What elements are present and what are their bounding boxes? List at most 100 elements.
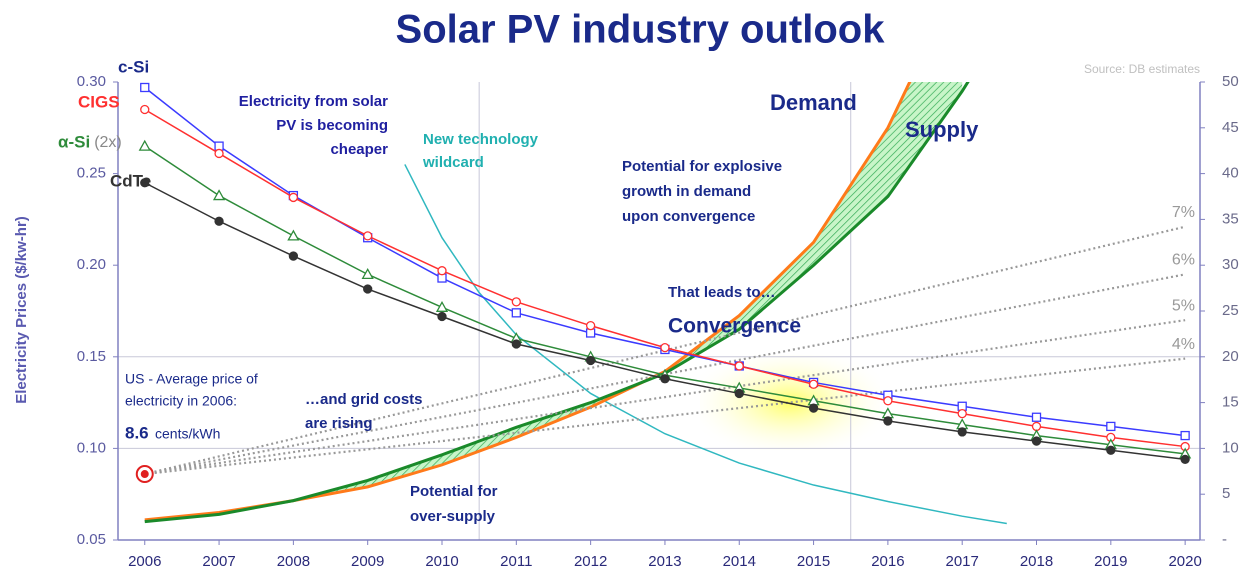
y2-tick-label: 15 bbox=[1222, 394, 1239, 411]
marker bbox=[585, 355, 596, 366]
y-tick-label: 0.15 bbox=[77, 348, 106, 365]
y-tick-label: 0.05 bbox=[77, 531, 106, 548]
marker bbox=[288, 251, 299, 261]
marker bbox=[808, 379, 819, 389]
grid-cost-line bbox=[144, 225, 1186, 476]
annotation: 8.6 bbox=[125, 423, 149, 442]
y-tick-label: 0.30 bbox=[77, 73, 106, 90]
x-tick-label: 2010 bbox=[425, 553, 458, 570]
x-tick-label: 2015 bbox=[797, 553, 830, 570]
chart-title: Solar PV industry outlook bbox=[396, 8, 886, 52]
marker bbox=[1031, 412, 1042, 422]
annotation: are rising bbox=[305, 415, 373, 432]
legend-label: CdTe bbox=[110, 171, 151, 190]
x-tick-label: 2012 bbox=[574, 553, 607, 570]
y-axis-label: Electricity Prices ($/kw-hr) bbox=[13, 216, 30, 404]
marker bbox=[361, 268, 374, 280]
y2-tick-label: 10 bbox=[1222, 439, 1239, 456]
wildcard-curve bbox=[404, 164, 1007, 525]
marker bbox=[138, 139, 151, 151]
marker bbox=[511, 339, 521, 349]
x-tick-label: 2008 bbox=[277, 553, 310, 570]
plot-clip bbox=[144, 82, 1007, 525]
y2-tick-label: 30 bbox=[1222, 256, 1239, 273]
legend-label: Supply bbox=[905, 117, 979, 142]
annotation: That leads to… bbox=[668, 284, 776, 301]
annotation: …and grid costs bbox=[305, 391, 423, 408]
marker bbox=[1031, 436, 1042, 446]
x-tick-label: 2016 bbox=[871, 553, 904, 570]
legend-label: CIGS bbox=[78, 92, 120, 111]
marker bbox=[660, 342, 670, 353]
marker bbox=[437, 266, 447, 276]
legend-note: (2x) bbox=[94, 134, 122, 151]
y-tick-label: 0.25 bbox=[77, 165, 106, 182]
legend-label: Demand bbox=[770, 90, 857, 115]
marker bbox=[883, 396, 893, 406]
x-tick-label: 2017 bbox=[946, 553, 979, 570]
grid-cost-label: 5% bbox=[1172, 297, 1195, 314]
marker bbox=[660, 374, 670, 384]
marker bbox=[140, 178, 150, 188]
x-tick-label: 2011 bbox=[500, 553, 532, 570]
annotation: wildcard bbox=[422, 154, 484, 171]
x-tick-label: 2013 bbox=[648, 553, 681, 570]
annotation: US - Average price of bbox=[125, 371, 258, 387]
x-tick-label: 2009 bbox=[351, 553, 384, 570]
y2-tick-label: - bbox=[1222, 531, 1227, 548]
marker bbox=[212, 189, 226, 201]
x-tick-label: 2007 bbox=[202, 553, 235, 570]
y2-tick-label: 50 bbox=[1222, 73, 1239, 90]
y2-tick-label: 25 bbox=[1222, 302, 1239, 319]
marker bbox=[883, 416, 893, 426]
annotation: growth in demand bbox=[622, 183, 751, 200]
annotation: cheaper bbox=[330, 141, 388, 158]
grid-cost-label: 6% bbox=[1172, 252, 1195, 269]
marker bbox=[435, 300, 449, 312]
y2-tick-label: 40 bbox=[1222, 165, 1239, 182]
marker bbox=[808, 403, 819, 413]
marker bbox=[1106, 421, 1116, 432]
annotation: Convergence bbox=[668, 315, 801, 338]
x-tick-label: 2019 bbox=[1094, 553, 1127, 570]
marker bbox=[1180, 430, 1190, 441]
marker bbox=[288, 192, 299, 203]
marker bbox=[214, 148, 224, 159]
y2-tick-label: 20 bbox=[1222, 348, 1239, 365]
annotation: New technology bbox=[423, 131, 539, 148]
marker bbox=[957, 427, 967, 437]
marker bbox=[734, 388, 744, 399]
marker bbox=[140, 104, 150, 115]
annotation: cents/kWh bbox=[155, 426, 220, 442]
annotation: Potential for explosive bbox=[622, 158, 782, 175]
y2-tick-label: 45 bbox=[1222, 119, 1239, 136]
marker bbox=[437, 311, 447, 322]
annotation: over-supply bbox=[410, 508, 496, 525]
marker bbox=[511, 308, 521, 318]
x-tick-label: 2006 bbox=[128, 553, 161, 570]
x-tick-label: 2020 bbox=[1168, 553, 1201, 570]
marker bbox=[287, 229, 300, 241]
convergence-highlight bbox=[700, 355, 880, 450]
marker bbox=[140, 82, 150, 93]
grid-cost-label: 7% bbox=[1172, 204, 1195, 221]
start-point-core bbox=[140, 470, 149, 479]
marker bbox=[1031, 421, 1042, 432]
y2-tick-label: 5 bbox=[1222, 485, 1230, 502]
series-line bbox=[144, 82, 970, 524]
x-tick-label: 2018 bbox=[1020, 553, 1053, 570]
annotation: electricity in 2006: bbox=[125, 393, 237, 409]
y-tick-label: 0.10 bbox=[77, 439, 106, 456]
y-tick-label: 0.20 bbox=[77, 256, 106, 273]
annotation: Electricity from solar bbox=[239, 93, 388, 110]
marker bbox=[1180, 454, 1190, 465]
y2-tick-label: 35 bbox=[1222, 210, 1239, 227]
marker bbox=[363, 231, 373, 241]
annotation: upon convergence bbox=[622, 208, 755, 225]
source: Source: DB estimates bbox=[1084, 62, 1200, 76]
marker bbox=[214, 216, 224, 226]
marker bbox=[511, 297, 521, 307]
grid-cost-line bbox=[144, 319, 1186, 476]
annotation: Potential for bbox=[410, 483, 498, 500]
